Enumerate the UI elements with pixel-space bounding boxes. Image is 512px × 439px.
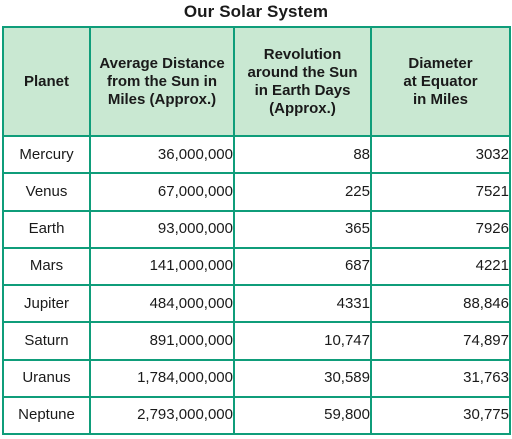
cell-diameter: 7926 xyxy=(370,209,511,249)
header-diameter-line: in Miles xyxy=(412,90,468,108)
cell-revolution: 687 xyxy=(233,246,372,287)
table-row: Mercury 36,000,000 88 3032 xyxy=(2,134,511,175)
header-revolution: Revolution around the Sun in Earth Days … xyxy=(233,26,372,137)
cell-distance: 2,793,000,000 xyxy=(89,395,235,436)
cell-revolution: 10,747 xyxy=(233,321,372,361)
cell-distance: 67,000,000 xyxy=(89,172,235,212)
cell-distance: 484,000,000 xyxy=(89,283,235,324)
cell-diameter: 31,763 xyxy=(370,358,511,398)
cell-diameter: 4221 xyxy=(370,246,511,287)
cell-distance: 36,000,000 xyxy=(89,134,235,175)
header-revolution-line: around the Sun xyxy=(247,63,358,81)
cell-revolution: 59,800 xyxy=(233,395,372,436)
cell-diameter: 88,846 xyxy=(370,283,511,324)
table-row: Mars 141,000,000 687 4221 xyxy=(2,246,511,287)
cell-planet: Jupiter xyxy=(2,283,91,324)
cell-diameter: 74,897 xyxy=(370,321,511,361)
header-revolution-line: Revolution xyxy=(263,45,342,63)
header-revolution-line: (Approx.) xyxy=(269,99,336,117)
cell-distance: 891,000,000 xyxy=(89,321,235,361)
header-revolution-line: in Earth Days xyxy=(254,81,351,99)
cell-revolution: 365 xyxy=(233,209,372,249)
table-title: Our Solar System xyxy=(183,2,329,21)
cell-planet: Mars xyxy=(2,246,91,287)
table-row: Neptune 2,793,000,000 59,800 30,775 xyxy=(2,395,511,436)
header-row: Planet Average Distance from the Sun in … xyxy=(2,26,511,137)
cell-diameter: 7521 xyxy=(370,172,511,212)
cell-distance: 1,784,000,000 xyxy=(89,358,235,398)
cell-distance: 93,000,000 xyxy=(89,209,235,249)
cell-planet: Earth xyxy=(2,209,91,249)
header-distance-line: Miles (Approx.) xyxy=(107,90,217,108)
header-planet-line: Planet xyxy=(23,72,69,90)
header-diameter-line: at Equator xyxy=(403,72,478,90)
header-distance-line: from the Sun in xyxy=(107,72,217,90)
header-average-distance: Average Distance from the Sun in Miles (… xyxy=(89,26,235,137)
header-diameter-line: Diameter xyxy=(408,54,473,72)
cell-planet: Neptune xyxy=(2,395,91,436)
cell-planet: Uranus xyxy=(2,358,91,398)
cell-diameter: 3032 xyxy=(370,134,511,175)
cell-revolution: 4331 xyxy=(233,283,372,324)
cell-planet: Saturn xyxy=(2,321,91,361)
cell-distance: 141,000,000 xyxy=(89,246,235,287)
table-row: Earth 93,000,000 365 7926 xyxy=(2,209,511,249)
cell-revolution: 88 xyxy=(233,134,372,175)
cell-planet: Mercury xyxy=(2,134,91,175)
solar-system-table: Planet Average Distance from the Sun in … xyxy=(2,26,511,436)
header-diameter: Diameter at Equator in Miles xyxy=(370,26,511,137)
cell-diameter: 30,775 xyxy=(370,395,511,436)
table-row: Jupiter 484,000,000 4331 88,846 xyxy=(2,283,511,324)
cell-revolution: 225 xyxy=(233,172,372,212)
table-row: Venus 67,000,000 225 7521 xyxy=(2,172,511,212)
header-planet: Planet xyxy=(2,26,91,137)
table-row: Saturn 891,000,000 10,747 74,897 xyxy=(2,321,511,361)
header-distance-line: Average Distance xyxy=(99,54,225,72)
cell-planet: Venus xyxy=(2,172,91,212)
cell-revolution: 30,589 xyxy=(233,358,372,398)
table-row: Uranus 1,784,000,000 30,589 31,763 xyxy=(2,358,511,398)
